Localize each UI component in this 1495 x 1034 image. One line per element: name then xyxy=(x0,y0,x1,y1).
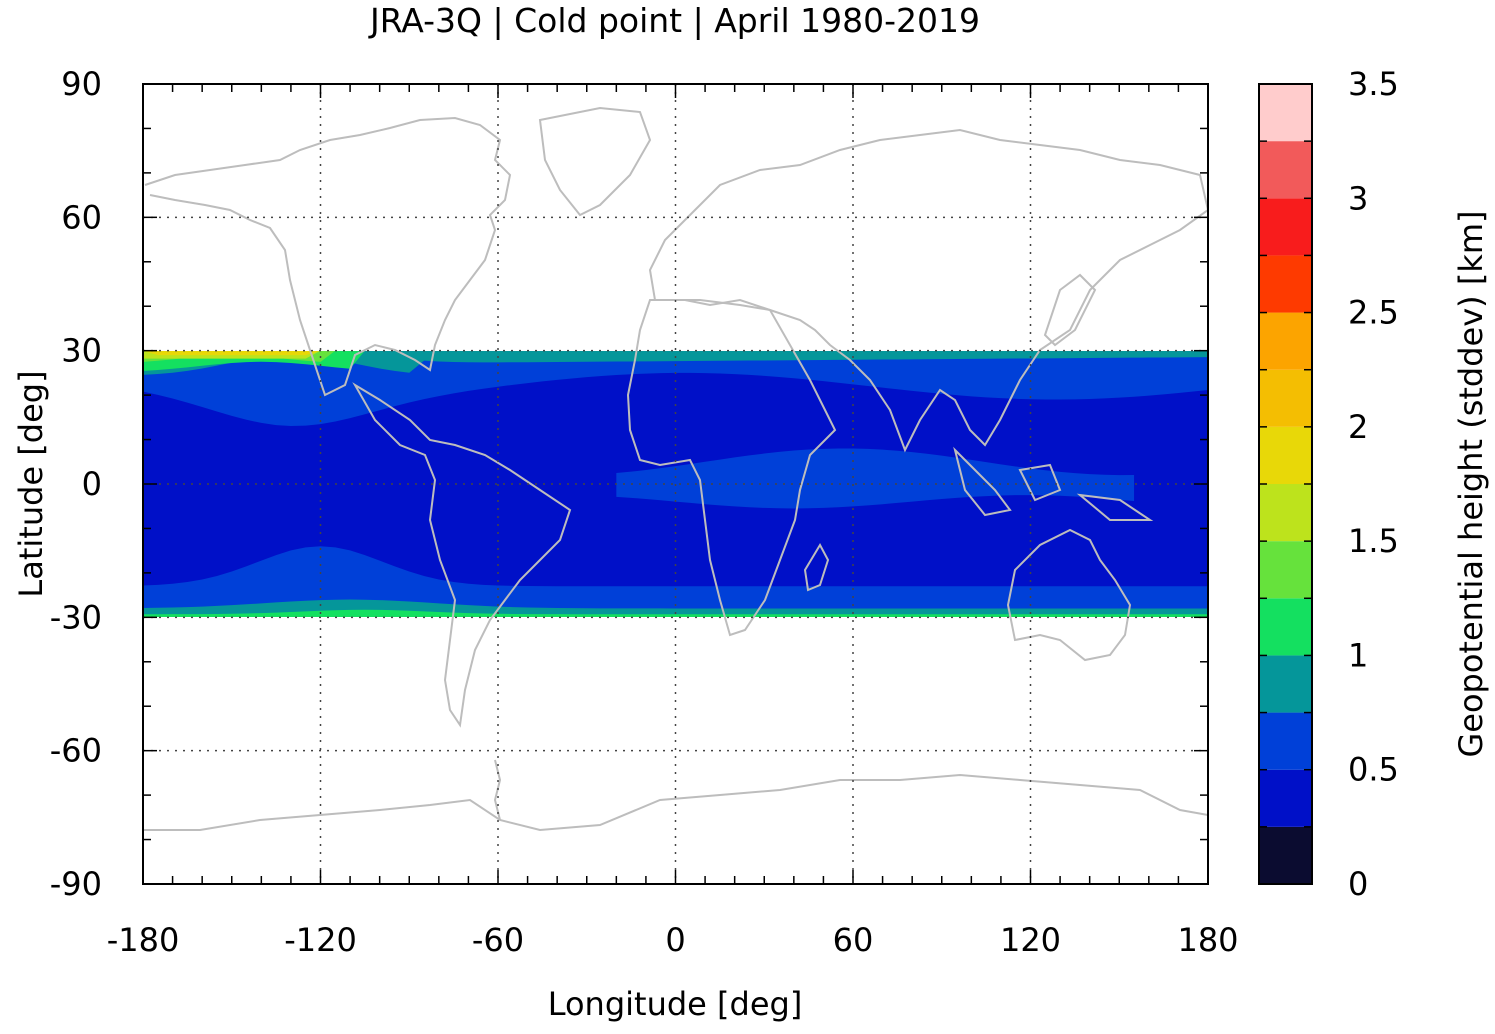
y-tick-label: -90 xyxy=(50,865,102,903)
colorbar-swatch xyxy=(1259,84,1312,142)
colorbar-swatch xyxy=(1259,826,1312,884)
x-tick-label: 180 xyxy=(1177,921,1238,959)
coastline-madagascar xyxy=(803,542,830,592)
colorbar-tick-label: 2.5 xyxy=(1348,294,1399,332)
colorbar-tick-label: 1.5 xyxy=(1348,522,1399,560)
field-band-north-max xyxy=(144,351,320,356)
chart-title: JRA-3Q | Cold point | April 1980-2019 xyxy=(368,1,980,40)
coastline-south-america xyxy=(352,382,572,728)
colorbar-swatch xyxy=(1259,426,1312,484)
x-axis-label: Longitude [deg] xyxy=(548,985,803,1023)
coastline-japan xyxy=(1043,273,1097,347)
colorbar-swatch xyxy=(1259,541,1312,599)
field-band-equatorial xyxy=(616,448,1135,509)
colorbar-swatch xyxy=(1259,369,1312,427)
y-axis-label: Latitude [deg] xyxy=(12,370,50,597)
colorbar: 0 0.5 1 1.5 2 2.5 3 3.5 xyxy=(1258,65,1399,903)
x-tick-label: 60 xyxy=(833,921,874,959)
colorbar-swatch xyxy=(1259,598,1312,656)
colorbar-tick-label: 3.5 xyxy=(1348,65,1399,103)
x-tick-label: -120 xyxy=(284,921,357,959)
colorbar-tick-label: 0.5 xyxy=(1348,751,1399,789)
axes: -180 -120 -60 0 60 120 180 90 60 30 0 -30 -60 -90 xyxy=(50,65,1239,959)
colorbar-swatch xyxy=(1259,769,1312,827)
colorbar-swatch xyxy=(1259,198,1312,256)
y-tick-label: 90 xyxy=(61,65,102,103)
coastlines xyxy=(143,106,1208,832)
y-tick-label: 60 xyxy=(61,198,102,236)
x-tick-label: 0 xyxy=(665,921,685,959)
coastline-eurasia xyxy=(648,128,1208,453)
y-tick-label: -30 xyxy=(50,598,102,636)
colorbar-swatch xyxy=(1259,655,1312,713)
colorbar-swatch xyxy=(1259,312,1312,370)
colorbar-tick-label: 2 xyxy=(1348,408,1368,446)
coastline-greenland xyxy=(538,106,652,217)
colorbar-tick-label: 0 xyxy=(1348,865,1368,903)
colorbar-swatch xyxy=(1259,141,1312,199)
coastline-antarctica xyxy=(143,773,1208,832)
colorbar-swatch xyxy=(1259,255,1312,313)
grid xyxy=(143,84,1208,884)
field-band-south-3 xyxy=(143,609,1208,617)
colorbar-label: Geopotential height (stddev) [km] xyxy=(1452,210,1490,757)
x-tick-label: -180 xyxy=(107,921,180,959)
coastline-north-america xyxy=(144,116,512,397)
coastline-australia xyxy=(1006,528,1132,662)
x-tick-label: -60 xyxy=(472,921,524,959)
colorbar-tick-label: 1 xyxy=(1348,636,1368,674)
y-tick-label: 30 xyxy=(61,332,102,370)
colorbar-swatch xyxy=(1259,712,1312,770)
y-tick-label: 0 xyxy=(82,465,102,503)
colorbar-swatch xyxy=(1259,484,1312,542)
x-tick-label: 120 xyxy=(1000,921,1061,959)
coastline-indonesia xyxy=(953,446,1154,521)
coastline-africa xyxy=(626,299,837,637)
y-tick-label: -60 xyxy=(50,732,102,770)
colorbar-tick-label: 3 xyxy=(1348,179,1368,217)
